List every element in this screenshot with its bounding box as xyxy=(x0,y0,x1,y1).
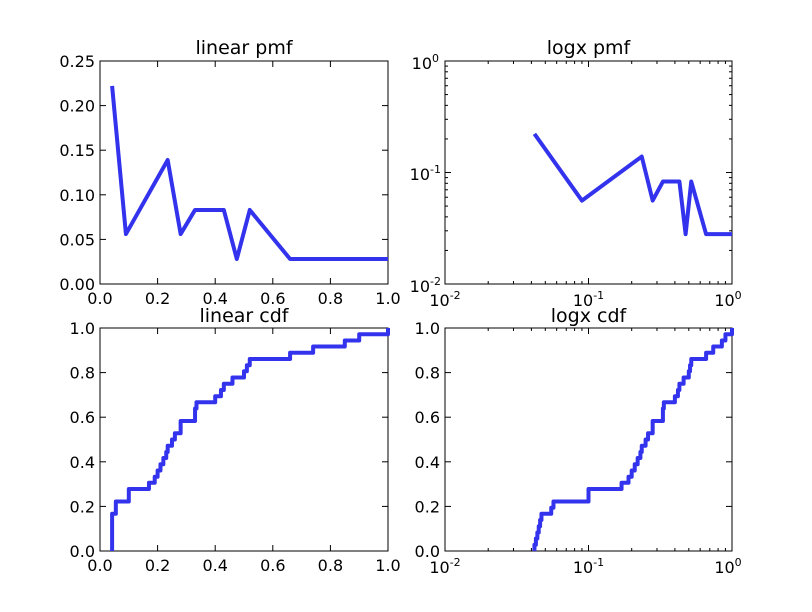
y-tick-labels: 0.00 0.05 0.10 0.15 0.20 0.25 xyxy=(59,52,95,294)
y-tick-label: 0.6 xyxy=(415,408,440,427)
pmf-line xyxy=(110,85,388,262)
y-tick-label: 0.15 xyxy=(59,141,95,160)
panel-logx-pmf: logx pmf 10-2 10-1 100 10-2 10-1 100 xyxy=(410,37,742,310)
x-tick-label: 0.4 xyxy=(202,556,227,575)
tick-marks xyxy=(444,327,733,552)
x-tick-labels: 10-2 10-1 100 xyxy=(429,289,741,310)
y-tick-label: 0.8 xyxy=(70,364,95,383)
x-tick-label: 0.6 xyxy=(260,289,285,308)
x-tick-labels: 0.0 0.2 0.4 0.6 0.8 1.0 xyxy=(87,289,400,308)
y-tick-label: 0.2 xyxy=(415,497,440,516)
x-tick-label: 10-2 xyxy=(429,556,460,577)
x-tick-label: 0.2 xyxy=(145,556,170,575)
panel-linear-cdf: linear cdf 0.0 0.2 0.4 0.6 0.8 1.0 0.0 0… xyxy=(70,305,401,575)
y-tick-label: 0.05 xyxy=(59,230,95,249)
x-tick-label: 1.0 xyxy=(375,289,400,308)
plot-frame xyxy=(99,60,389,285)
x-tick-label: 0.8 xyxy=(318,556,343,575)
y-tick-label: 100 xyxy=(412,52,439,73)
y-tick-label: 1.0 xyxy=(415,319,440,338)
x-tick-label: 10-2 xyxy=(429,289,460,310)
y-tick-label: 0.20 xyxy=(59,97,95,116)
panel-title: linear pmf xyxy=(195,37,293,59)
y-tick-label: 0.4 xyxy=(415,453,440,472)
panel-title: linear cdf xyxy=(200,305,290,327)
x-tick-label: 0.8 xyxy=(318,289,343,308)
x-tick-label: 0.4 xyxy=(202,289,227,308)
tick-marks xyxy=(444,60,733,285)
y-tick-label: 0.6 xyxy=(70,408,95,427)
x-tick-label: 10-1 xyxy=(573,556,604,577)
x-tick-labels: 10-2 10-1 100 xyxy=(429,556,741,577)
x-tick-label: 0.2 xyxy=(145,289,170,308)
x-tick-label: 0.6 xyxy=(260,556,285,575)
y-tick-labels: 10-2 10-1 100 xyxy=(410,52,441,296)
y-tick-labels: 0.0 0.2 0.4 0.6 0.8 1.0 xyxy=(415,319,440,561)
plot-frame xyxy=(99,327,389,552)
y-tick-label: 0.10 xyxy=(59,186,95,205)
x-tick-labels: 0.0 0.2 0.4 0.6 0.8 1.0 xyxy=(87,556,400,575)
y-tick-label: 0.2 xyxy=(70,497,95,516)
panel-logx-cdf: logx cdf 10-2 10-1 100 0.0 0.2 0.4 0.6 0… xyxy=(415,305,742,577)
y-tick-label: 1.0 xyxy=(70,319,95,338)
y-tick-label: 0.4 xyxy=(70,453,95,472)
y-tick-label: 0.0 xyxy=(70,542,95,561)
y-tick-label: 0.0 xyxy=(415,542,440,561)
tick-marks xyxy=(99,60,389,285)
x-tick-label: 10-1 xyxy=(573,289,604,310)
y-tick-label: 0.00 xyxy=(59,275,95,294)
x-tick-label: 0.0 xyxy=(87,556,112,575)
x-tick-label: 100 xyxy=(714,556,741,577)
x-tick-label: 100 xyxy=(714,289,741,310)
panel-linear-pmf: linear pmf 0.0 0.2 0.4 0.6 0.8 1.0 0.00 … xyxy=(59,37,400,308)
panel-title: logx cdf xyxy=(551,305,628,327)
cdf-step-line xyxy=(532,328,734,551)
y-tick-label: 10-2 xyxy=(410,275,441,296)
y-tick-label: 0.25 xyxy=(59,52,95,71)
y-tick-labels: 0.0 0.2 0.4 0.6 0.8 1.0 xyxy=(70,319,95,561)
x-tick-label: 1.0 xyxy=(375,556,400,575)
cdf-step-line xyxy=(110,328,390,551)
x-tick-label: 0.0 xyxy=(87,289,112,308)
y-tick-label: 10-1 xyxy=(410,163,441,184)
panel-title: logx pmf xyxy=(547,37,632,59)
pmf-line xyxy=(532,132,732,237)
y-tick-label: 0.8 xyxy=(415,364,440,383)
